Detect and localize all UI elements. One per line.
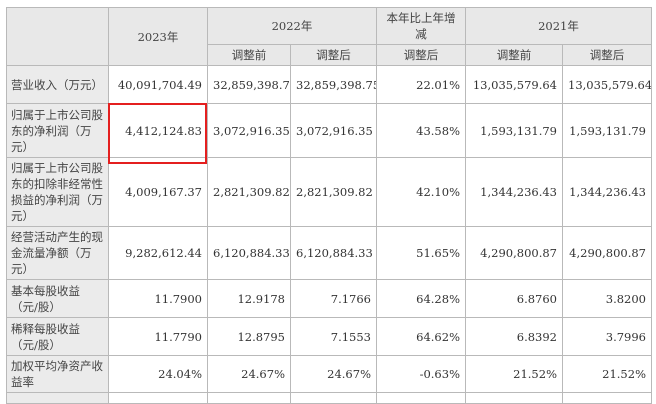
cell-2022-after: 24.67% — [290, 355, 377, 393]
row-label: 经营活动产生的现金流量净额（万元） — [6, 226, 109, 280]
cell-2022-after: 6,120,884.33 — [290, 226, 377, 280]
financial-data-table: 2023年 2022年 本年比上年增减 2021年 调整前 调整后 调整后 调整… — [6, 7, 652, 404]
header-2021-before: 调整前 — [465, 44, 563, 66]
table-row: 加权平均净资产收益率 24.04% 24.67% 24.67% -0.63% 2… — [6, 355, 652, 393]
header-change-after: 调整后 — [376, 44, 466, 66]
cell-2021-before: 1,344,236.43 — [465, 157, 563, 227]
cell-2023: 24.04% — [108, 355, 208, 393]
row-label: 营业收入（万元） — [6, 65, 109, 104]
cell-2023: 9,282,612.44 — [108, 226, 208, 280]
table-row: 基本每股收益（元/股） 11.7900 12.9178 7.1766 64.28… — [6, 279, 652, 318]
cell-empty — [376, 392, 466, 404]
cell-2021-after: 1,593,131.79 — [562, 103, 652, 158]
cell-2023: 40,091,704.49 — [108, 65, 208, 104]
cell-empty — [207, 392, 291, 404]
cell-2022-after: 32,859,398.75 — [290, 65, 377, 104]
table-row: 归属于上市公司股东的净利润（万元） 4,412,124.83 3,072,916… — [6, 103, 652, 158]
cell-2021-before: 6.8392 — [465, 317, 563, 356]
cell-change: 64.62% — [376, 317, 466, 356]
header-corner-cell — [6, 7, 109, 66]
cell-change: 64.28% — [376, 279, 466, 318]
table-row: 稀释每股收益（元/股） 11.7790 12.8795 7.1553 64.62… — [6, 317, 652, 356]
header-2022-before: 调整前 — [207, 44, 291, 66]
cell-2022-before: 6,120,884.33 — [207, 226, 291, 280]
cell-2022-before: 12.9178 — [207, 279, 291, 318]
table-row-cutoff — [6, 392, 652, 404]
header-row-years: 2023年 2022年 本年比上年增减 2021年 — [6, 7, 652, 66]
table-row: 归属于上市公司股东的扣除非经常性损益的净利润（万元） 4,009,167.37 … — [6, 157, 652, 227]
table-row: 营业收入（万元） 40,091,704.49 32,859,398.75 32,… — [6, 65, 652, 104]
cell-change: 22.01% — [376, 65, 466, 104]
cell-2021-after: 21.52% — [562, 355, 652, 393]
cell-2022-after: 2,821,309.82 — [290, 157, 377, 227]
cell-empty — [562, 392, 652, 404]
cell-2021-before: 4,290,800.87 — [465, 226, 563, 280]
row-label: 归属于上市公司股东的扣除非经常性损益的净利润（万元） — [6, 157, 109, 227]
cell-2021-after: 4,290,800.87 — [562, 226, 652, 280]
row-label-empty — [6, 392, 109, 404]
cell-change: 42.10% — [376, 157, 466, 227]
cell-2023: 11.7790 — [108, 317, 208, 356]
cell-empty — [290, 392, 377, 404]
cell-2021-before: 6.8760 — [465, 279, 563, 318]
cell-2022-after: 3,072,916.35 — [290, 103, 377, 158]
cell-2023: 4,009,167.37 — [108, 157, 208, 227]
cell-2022-before: 3,072,916.35 — [207, 103, 291, 158]
header-change: 本年比上年增减 — [376, 7, 466, 45]
cell-2021-before: 21.52% — [465, 355, 563, 393]
cell-change: 43.58% — [376, 103, 466, 158]
cell-2021-after: 3.7996 — [562, 317, 652, 356]
cell-2022-before: 32,859,398.75 — [207, 65, 291, 104]
cell-2021-before: 1,593,131.79 — [465, 103, 563, 158]
cell-change: 51.65% — [376, 226, 466, 280]
cell-2022-after: 7.1766 — [290, 279, 377, 318]
cell-empty — [108, 392, 208, 404]
header-2021: 2021年 — [465, 7, 652, 45]
cell-2022-before: 12.8795 — [207, 317, 291, 356]
cell-2021-after: 3.8200 — [562, 279, 652, 318]
cell-empty — [465, 392, 563, 404]
cell-2023-highlighted: 4,412,124.83 — [108, 103, 208, 158]
cell-2022-before: 2,821,309.82 — [207, 157, 291, 227]
cell-2021-before: 13,035,579.64 — [465, 65, 563, 104]
cell-2021-after: 13,035,579.64 — [562, 65, 652, 104]
row-label: 加权平均净资产收益率 — [6, 355, 109, 393]
cell-2022-after: 7.1553 — [290, 317, 377, 356]
header-2023: 2023年 — [108, 7, 208, 66]
cell-2023: 11.7900 — [108, 279, 208, 318]
row-label: 归属于上市公司股东的净利润（万元） — [6, 103, 109, 158]
row-label: 基本每股收益（元/股） — [6, 279, 109, 318]
cell-2022-before: 24.67% — [207, 355, 291, 393]
table-row: 经营活动产生的现金流量净额（万元） 9,282,612.44 6,120,884… — [6, 226, 652, 280]
header-2022: 2022年 — [207, 7, 377, 45]
row-label: 稀释每股收益（元/股） — [6, 317, 109, 356]
cell-2021-after: 1,344,236.43 — [562, 157, 652, 227]
header-row-adjustment: 调整前 调整后 调整后 调整前 调整后 — [7, 44, 652, 66]
cell-change: -0.63% — [376, 355, 466, 393]
header-2021-after: 调整后 — [562, 44, 652, 66]
header-2022-after: 调整后 — [290, 44, 377, 66]
